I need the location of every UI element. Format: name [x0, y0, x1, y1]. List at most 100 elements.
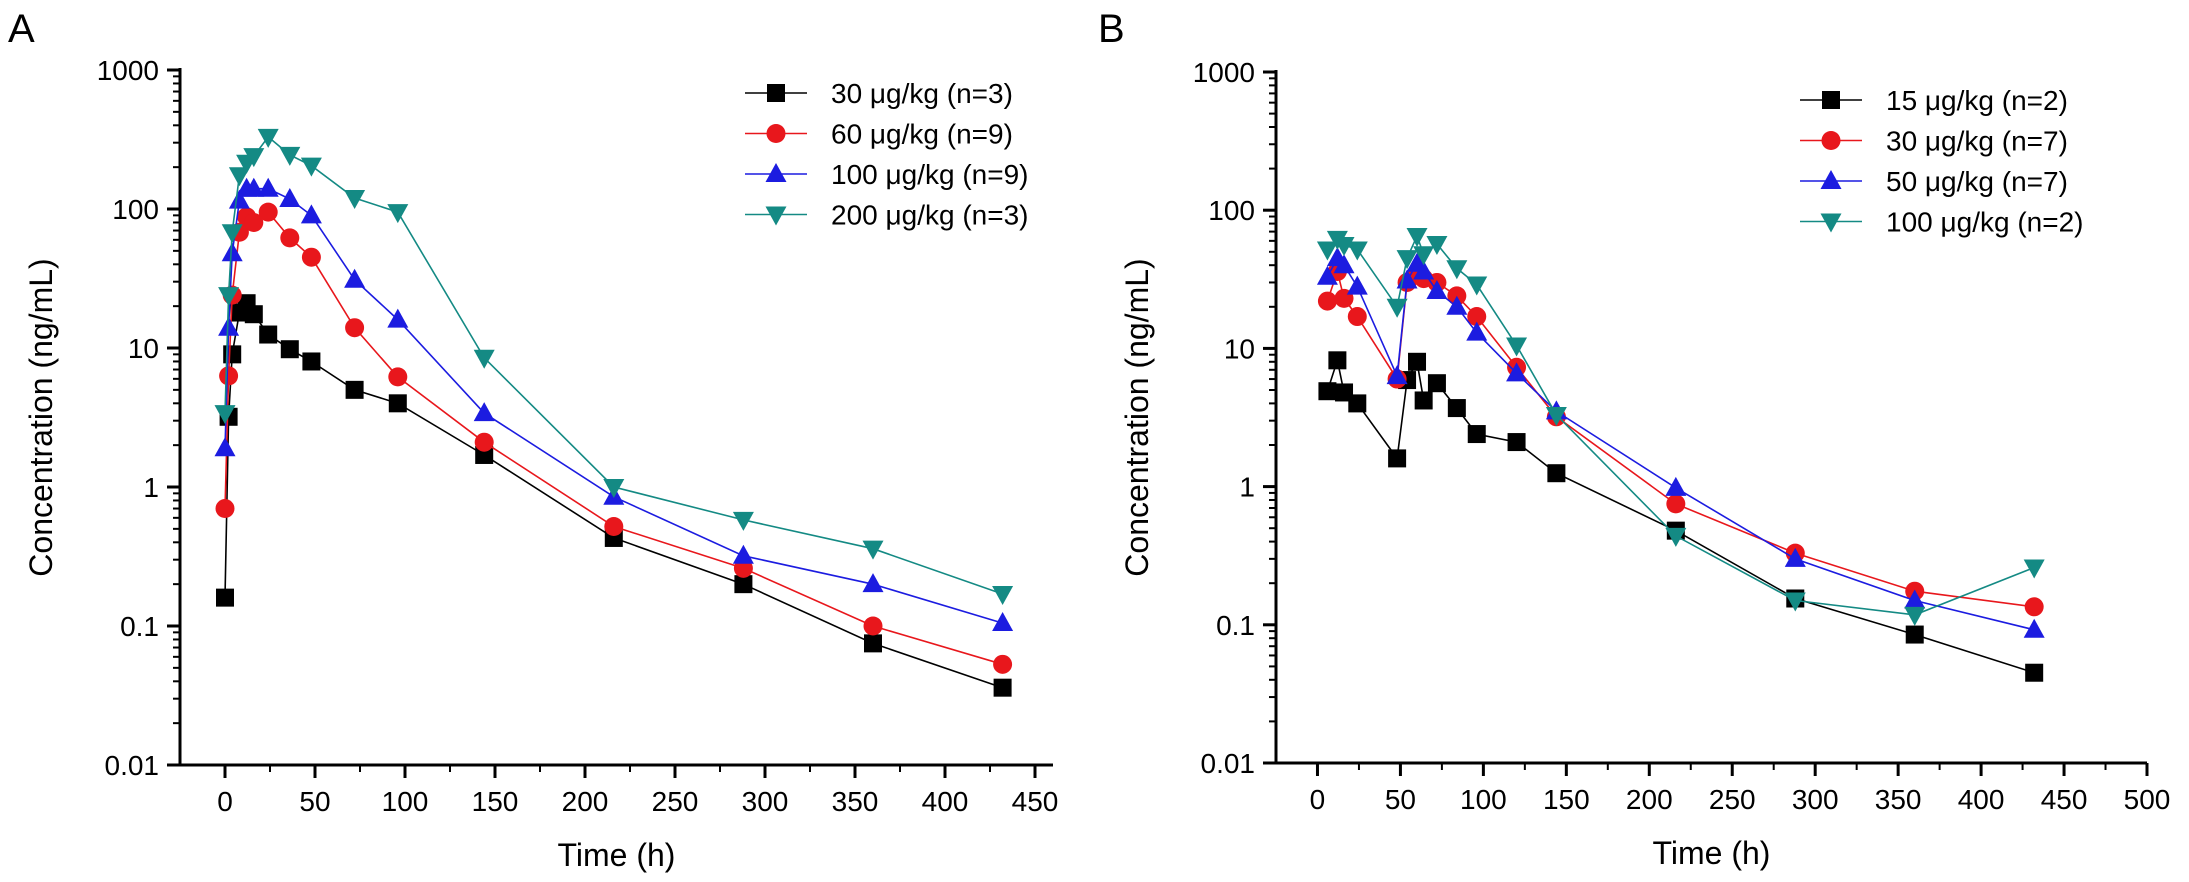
- legend-label: 30 μg/kg (n=3): [831, 78, 1013, 109]
- data-point: [993, 654, 1013, 674]
- data-point: [1905, 625, 1924, 644]
- legend-marker: [1822, 91, 1840, 109]
- x-tick-label: 300: [1792, 784, 1839, 815]
- data-point: [2024, 597, 2044, 617]
- series-3: [1316, 228, 2045, 626]
- data-point: [215, 499, 235, 519]
- data-point: [214, 437, 236, 457]
- legend-item: 30 μg/kg (n=7): [1800, 126, 2068, 157]
- data-point: [279, 146, 301, 166]
- data-point: [1316, 265, 1338, 285]
- x-tick-label: 100: [1460, 784, 1507, 815]
- series-3: [214, 128, 1014, 605]
- x-tick-label: 50: [1385, 784, 1416, 815]
- x-tick-label: 250: [652, 786, 699, 817]
- y-tick-label: 100: [1208, 195, 1255, 226]
- y-tick-label: 0.1: [1216, 610, 1255, 641]
- y-tick-label: 0.01: [1201, 748, 1256, 779]
- data-point: [1507, 433, 1526, 452]
- x-tick-label: 500: [2124, 784, 2171, 815]
- data-point: [1427, 374, 1446, 393]
- data-point: [1545, 406, 1567, 426]
- series-0: [1318, 351, 2044, 682]
- data-point: [1406, 228, 1428, 248]
- series-1: [1317, 262, 2044, 617]
- legend-item: 100 μg/kg (n=2): [1800, 207, 2083, 238]
- y-tick-label: 1: [143, 472, 159, 503]
- legend-label: 100 μg/kg (n=9): [831, 159, 1028, 190]
- y-axis-title: Concentration (ng/mL): [1119, 258, 1155, 576]
- data-point: [474, 432, 494, 452]
- data-point: [344, 268, 366, 288]
- data-point: [300, 157, 322, 177]
- data-point: [345, 380, 364, 399]
- data-point: [258, 202, 278, 222]
- data-point: [302, 352, 321, 371]
- data-point: [1386, 298, 1408, 318]
- y-tick-label: 0.01: [105, 750, 160, 781]
- legend-marker: [765, 163, 787, 182]
- data-point: [1666, 494, 1686, 514]
- series-line: [1326, 268, 2035, 608]
- data-point: [862, 573, 884, 593]
- x-tick-label: 0: [217, 786, 233, 817]
- data-point: [228, 189, 250, 209]
- data-point: [257, 128, 279, 148]
- data-point: [1386, 365, 1408, 385]
- data-point: [259, 325, 278, 344]
- legend-label: 200 μg/kg (n=3): [831, 200, 1028, 231]
- y-tick-label: 10: [1224, 333, 1255, 364]
- data-point: [257, 177, 279, 197]
- data-point: [604, 516, 624, 536]
- data-point: [1396, 250, 1418, 270]
- data-point: [1784, 592, 1806, 612]
- legend-label: 100 μg/kg (n=2): [1886, 207, 2083, 238]
- data-point: [301, 247, 321, 267]
- data-point: [992, 585, 1014, 605]
- x-axis-title: Time (h): [1653, 835, 1771, 871]
- y-tick-label: 100: [112, 194, 159, 225]
- series-2: [1316, 247, 2045, 638]
- data-point: [1414, 391, 1433, 410]
- data-point: [1665, 476, 1687, 496]
- data-point: [2023, 618, 2045, 638]
- data-point: [1413, 260, 1435, 280]
- data-point: [344, 189, 366, 209]
- data-point: [218, 287, 240, 307]
- data-point: [244, 305, 263, 324]
- data-point: [473, 349, 495, 369]
- data-point: [1466, 321, 1488, 341]
- panel-label: A: [8, 7, 35, 51]
- data-point: [732, 511, 754, 531]
- data-point: [1784, 547, 1806, 567]
- data-point: [1446, 260, 1468, 280]
- x-tick-label: 200: [562, 786, 609, 817]
- x-tick-label: 150: [1543, 784, 1590, 815]
- data-point: [863, 616, 883, 636]
- x-tick-label: 400: [1958, 784, 2005, 815]
- series-line: [224, 211, 1003, 666]
- data-point: [1904, 589, 1926, 609]
- x-tick-label: 450: [1012, 786, 1059, 817]
- data-point: [1904, 606, 1926, 626]
- legend-item: 30 μg/kg (n=3): [745, 78, 1013, 109]
- data-point: [218, 316, 240, 336]
- data-point: [1328, 351, 1347, 370]
- data-point: [2025, 663, 2044, 682]
- legend-item: 15 μg/kg (n=2): [1800, 85, 2068, 116]
- panel-b: B 0.01 0.1 1 10 100 1000 0 50 100 150 200 250 300 350 4…: [1098, 7, 2170, 871]
- legend-marker: [1821, 131, 1841, 150]
- data-point: [1413, 246, 1435, 266]
- data-point: [1408, 352, 1427, 371]
- data-point: [1506, 362, 1528, 382]
- data-point: [603, 479, 625, 498]
- data-point: [1318, 382, 1337, 401]
- legend-label: 30 μg/kg (n=7): [1886, 126, 2068, 157]
- y-tick-label: 1: [1239, 472, 1255, 503]
- data-point: [388, 394, 407, 413]
- legend-label: 60 μg/kg (n=9): [831, 119, 1013, 150]
- legend-marker: [1820, 170, 1842, 189]
- legend: 15 μg/kg (n=2) 30 μg/kg (n=7) 50 μg/kg (n=…: [1800, 85, 2083, 238]
- data-point: [1426, 235, 1448, 255]
